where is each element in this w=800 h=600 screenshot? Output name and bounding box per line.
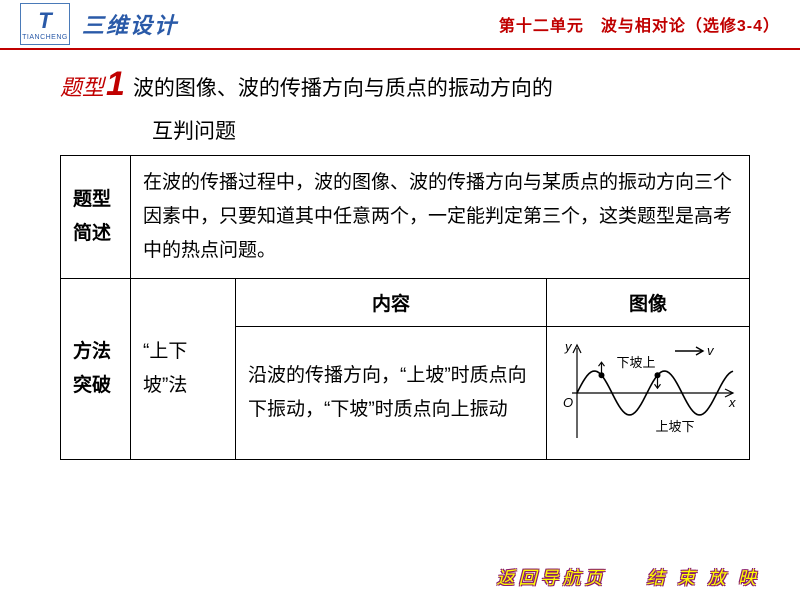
svg-text:上坡下: 上坡下 [656, 419, 695, 434]
svg-text:下坡上: 下坡上 [617, 355, 656, 370]
svg-text:x: x [728, 395, 736, 410]
logo: T TIANCHENG [20, 3, 70, 45]
return-nav-link[interactable]: 返回导航页 [497, 564, 607, 590]
brand-title: 三维设计 [82, 8, 178, 40]
table-row: 方法 突破 “上下坡”法 内容 图像 [61, 279, 750, 327]
wave-diagram-cell: y x Ov 下坡上上坡下 [547, 327, 750, 460]
row-label-summary: 题型 简述 [61, 155, 131, 279]
main-table: 题型 简述 在波的传播过程中，波的图像、波的传播方向与某质点的振动方向三个因素中… [60, 155, 750, 461]
row-label-method: 方法 突破 [61, 279, 131, 460]
header-content: 内容 [236, 279, 547, 327]
tixing-title-line2: 互判问题 [152, 115, 750, 145]
method-name: “上下坡”法 [131, 279, 236, 460]
logo-subtext: TIANCHENG [22, 34, 68, 41]
logo-glyph: T [38, 8, 51, 34]
tixing-title-line1: 波的图像、波的传播方向与质点的振动方向的 [133, 69, 553, 109]
page-header: T TIANCHENG 三维设计 第十二单元 波与相对论（选修3-4） [0, 0, 800, 50]
tixing-label: 题型 [60, 70, 104, 102]
summary-text: 在波的传播过程中，波的图像、波的传播方向与某质点的振动方向三个因素中，只要知道其… [131, 155, 750, 279]
wave-diagram: y x Ov 下坡上上坡下 [553, 333, 743, 453]
end-show-link[interactable]: 结 束 放 映 [647, 564, 761, 590]
tixing-number: 1 [106, 65, 125, 104]
question-type-heading: 题型 1 波的图像、波的传播方向与质点的振动方向的 [60, 65, 750, 109]
svg-text:v: v [707, 343, 715, 358]
content-area: 题型 1 波的图像、波的传播方向与质点的振动方向的 互判问题 题型 简述 在波的… [0, 50, 800, 460]
method-description: 沿波的传播方向，“上坡”时质点向下振动，“下坡”时质点向上振动 [236, 327, 547, 460]
svg-text:y: y [564, 339, 573, 354]
svg-text:O: O [563, 395, 573, 410]
footer-nav: 返回导航页 结 束 放 映 [497, 564, 761, 590]
header-image: 图像 [547, 279, 750, 327]
table-row: 题型 简述 在波的传播过程中，波的图像、波的传播方向与某质点的振动方向三个因素中… [61, 155, 750, 279]
chapter-title: 第十二单元 波与相对论（选修3-4） [499, 12, 780, 36]
